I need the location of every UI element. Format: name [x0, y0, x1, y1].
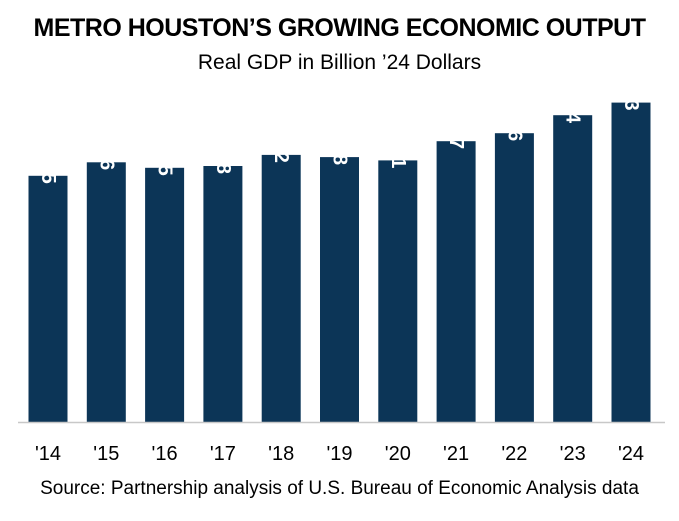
- data-label: 634.2: [270, 113, 292, 163]
- bar-24: [611, 102, 651, 422]
- bar-23: [553, 115, 593, 422]
- data-label: 603.5: [154, 126, 176, 176]
- bar-22: [494, 133, 534, 422]
- chart-title: METRO HOUSTON’S GROWING ECONOMIC OUTPUT: [33, 14, 646, 42]
- bar-19: [320, 157, 359, 422]
- data-label: 666.7: [445, 99, 467, 149]
- x-tick-label: '16: [152, 443, 178, 465]
- bar-21: [436, 141, 476, 422]
- x-tick-label: '19: [326, 443, 352, 465]
- data-label: 685.6: [503, 91, 525, 141]
- x-tick-label: '14: [35, 443, 61, 465]
- x-tick-label: '21: [443, 443, 469, 465]
- bars-layer: 584.5 616.6 603.5 607.8 634.2 628.8 621.1 666.7…: [28, 61, 651, 423]
- data-label: 621.1: [387, 118, 409, 168]
- data-label: 758.3: [620, 61, 642, 111]
- x-tick-label: '17: [210, 443, 236, 465]
- bar-18: [261, 154, 301, 422]
- bar-15: [86, 162, 126, 423]
- x-tick-label: '24: [618, 443, 644, 465]
- x-tick-label: '20: [385, 443, 411, 465]
- data-label: 616.6: [95, 120, 117, 170]
- bar-20: [378, 160, 418, 422]
- data-label: 628.8: [329, 115, 351, 165]
- chart-subtitle: Real GDP in Billion ’24 Dollars: [197, 51, 482, 74]
- data-label: 584.5: [37, 134, 59, 184]
- source-note: Source: Partnership analysis of U.S. Bur…: [40, 478, 639, 499]
- x-tick-label: '18: [268, 443, 294, 465]
- x-tick-label: '15: [93, 443, 119, 465]
- data-label: 728.4: [562, 73, 584, 124]
- data-label: 607.8: [212, 124, 234, 174]
- bar-14: [28, 175, 68, 422]
- tick-labels-layer: '14 '15 '16 '17 '18 '19 '20 '21 '22 '23 '24: [35, 443, 644, 465]
- bar-17: [203, 166, 243, 422]
- x-tick-label: '23: [560, 443, 586, 465]
- x-tick-label: '22: [501, 443, 527, 465]
- bar-16: [145, 167, 185, 422]
